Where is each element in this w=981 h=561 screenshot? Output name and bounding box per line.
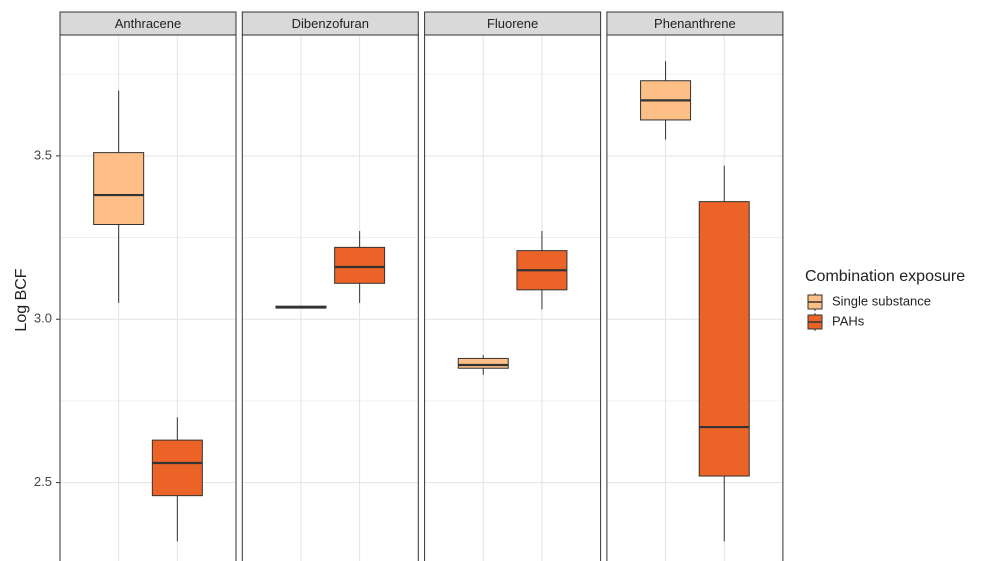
y-tick-label: 3.5	[34, 147, 52, 162]
strip-label: Dibenzofuran	[292, 16, 369, 31]
y-axis-title: Log BCF	[13, 268, 30, 331]
box	[334, 246, 386, 284]
strip-label: Anthracene	[115, 16, 182, 31]
strip-label: Fluorene	[487, 16, 538, 31]
box	[93, 152, 145, 225]
panel-background	[242, 35, 419, 561]
y-tick-label: 3.0	[34, 311, 52, 326]
legend-title: Combination exposure	[805, 268, 965, 285]
legend-label: Single substance	[832, 293, 931, 308]
panel-background	[606, 35, 783, 561]
box	[151, 439, 203, 497]
legend-label: PAHs	[832, 313, 865, 328]
panel-background	[60, 35, 236, 561]
strip-label: Phenanthrene	[654, 16, 736, 31]
strip	[606, 11, 784, 36]
strip	[241, 11, 419, 36]
strip	[424, 11, 602, 36]
box	[698, 201, 750, 477]
box	[457, 357, 509, 369]
y-tick-label: 2.5	[34, 474, 52, 489]
strip	[59, 11, 237, 36]
panel-background	[424, 35, 601, 561]
